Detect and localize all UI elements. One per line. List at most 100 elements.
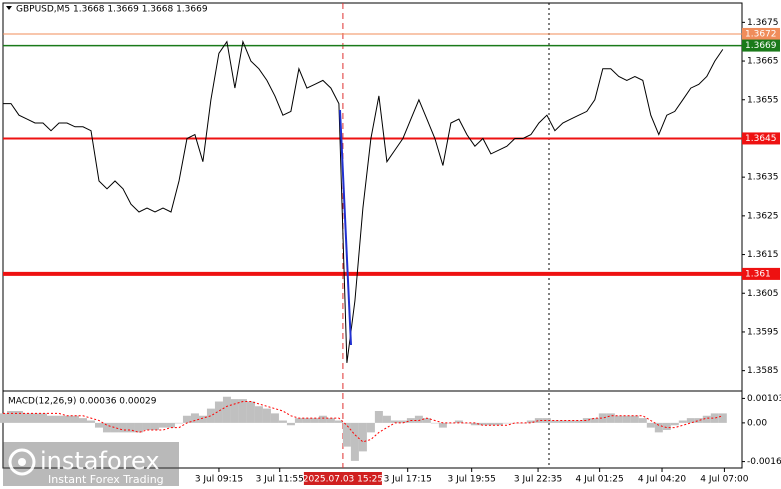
macd-bar [270,413,279,423]
macd-bar [326,418,335,423]
level-label-bg [742,39,780,52]
macd-bar [38,413,47,423]
macd-bar [534,418,543,423]
macd-bar [622,415,631,423]
macd-bar [382,415,391,423]
y-tick-label: 1.3675 [747,18,779,28]
watermark-tagline: Instant Forex Trading [48,473,164,486]
y-tick-label: 1.3595 [747,327,779,337]
macd-bar [62,415,71,423]
x-tick-label: 3 Jul 17:15 [384,475,432,485]
macd-bar [206,408,215,423]
macd-bar [294,418,303,423]
macd-bar [510,422,519,424]
macd-bar [334,420,343,423]
x-tick-label: 3 Jul 22:35 [514,475,562,485]
macd-bar [694,418,703,423]
level-label: 1.3672 [745,29,777,39]
macd-bar [46,415,55,423]
macd-bar [78,418,87,423]
macd-bar [606,413,615,423]
x-tick-label: 3 Jul 11:55 [256,475,304,485]
macd-bar [166,422,175,428]
macd-bar [110,422,119,433]
level-label-bg [742,267,780,280]
macd-bar [638,418,647,423]
macd-bar [6,411,15,423]
macd-bar [678,420,687,423]
macd-bar [190,413,199,423]
pane-arrow [6,6,12,10]
macd-bar [646,422,655,428]
macd-bar [142,422,151,430]
macd-bar [566,420,575,423]
y-tick-label: -0.00163 [747,457,781,467]
macd-title: MACD(12,26,9) 0.00036 0.00029 [8,397,157,407]
macd-bar [614,415,623,423]
macd-bar [302,418,311,423]
macd-bar [238,399,247,423]
macd-bar [310,418,319,423]
macd-bar [414,415,423,423]
x-tick-label: 4 Jul 04:20 [638,475,687,485]
level-label: 1.3669 [745,41,777,51]
watermark-brand: instaforex [40,447,160,475]
macd-bar [350,422,359,461]
macd-bar [582,418,591,423]
macd-bar [286,422,295,426]
macd-bar [390,420,399,423]
macd-bar [102,422,111,433]
macd-bar [718,413,727,423]
macd-bar [686,418,695,423]
macd-bar [430,422,439,424]
macd-bar [70,415,79,423]
macd-bar [494,422,503,426]
macd-bar [54,415,63,423]
y-tick-label: 1.3625 [747,211,779,221]
level-label: 1.361 [745,269,771,279]
chart-title: GBPUSD,M5 1.3668 1.3669 1.3668 1.3669 [16,5,208,15]
logo-ring [8,448,36,476]
macd-bar [246,401,255,423]
level-label: 1.3645 [745,134,777,144]
macd-bar [422,418,431,423]
macd-bar [150,422,159,430]
macd-bar [278,420,287,423]
macd-bar [358,422,367,452]
macd-bar [486,422,495,426]
macd-bar [262,408,271,423]
y-tick-label: 0.00103 [747,394,781,404]
macd-bar [478,422,487,426]
y-tick-label: 0.00 [747,418,767,428]
macd-bar [710,413,719,423]
macd-bar [366,422,375,433]
macd-bar [598,413,607,423]
macd-bar [542,418,551,423]
macd-bar [0,413,7,423]
macd-bar [134,422,143,433]
y-tick-label: 1.3655 [747,95,779,105]
y-tick-label: 1.3665 [747,57,779,67]
cursor-label-bg [303,472,382,485]
macd-bar [590,418,599,423]
level-label-bg [742,132,780,145]
macd-bar [374,411,383,423]
x-tick-label: 4 Jul 01:25 [576,475,624,485]
macd-bar [630,415,639,423]
macd-bar [174,422,183,424]
macd-bar [518,422,527,424]
macd-bar [662,422,671,430]
y-tick-label: 1.3585 [747,366,779,376]
macd-bar [254,406,263,423]
watermark: instaforex Instant Forex Trading [3,442,179,486]
trend-segment [339,109,352,346]
macd-bar [702,415,711,423]
macd-bar [398,420,407,423]
macd-bar [318,415,327,423]
macd-bar [574,420,583,423]
macd-bar [30,413,39,423]
price-line [3,39,724,363]
macd-bar [86,420,95,423]
x-tick-label: 3 Jul 09:15 [195,475,243,485]
